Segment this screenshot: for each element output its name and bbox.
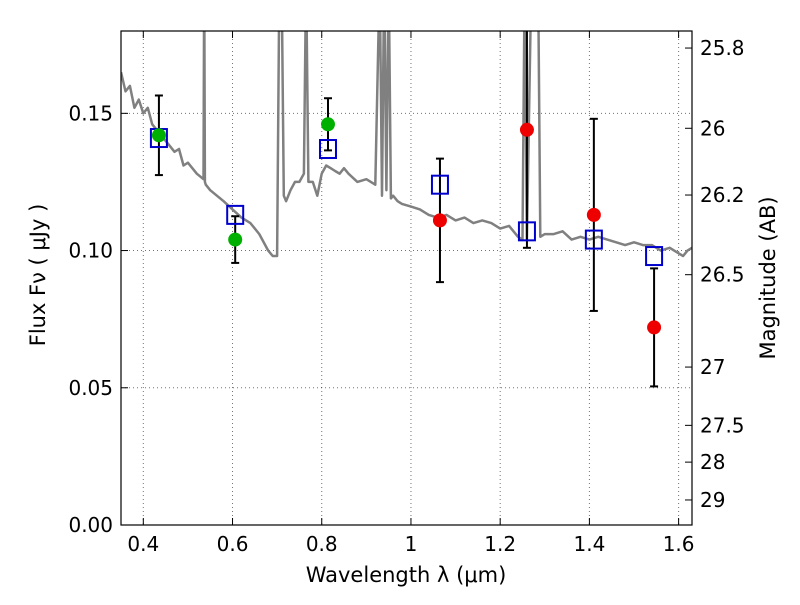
x-tick-label: 1.4 <box>573 532 605 556</box>
optical-data-point <box>151 128 166 143</box>
y-tick-label: 0.00 <box>68 513 113 537</box>
model-photometry-square <box>318 139 337 160</box>
y2-tick-label: 27.5 <box>700 413 745 437</box>
x-tick-label: 1.2 <box>484 532 516 556</box>
model-photometry-square <box>430 174 449 195</box>
grid-layer <box>121 31 692 525</box>
y2-tick-label: 28 <box>700 450 725 474</box>
x-tick-label: 0.8 <box>306 532 338 556</box>
y2-tick-label: 29 <box>700 488 725 512</box>
y-tick-label: 0.15 <box>68 101 113 125</box>
spectrum-layer <box>121 31 692 258</box>
y2-tick-label: 26.5 <box>700 263 745 287</box>
y-tick-label: 0.10 <box>68 239 113 263</box>
y2-tick-label: 27 <box>700 355 725 379</box>
tick-layer: 0.4 0.6 0.8 1 1.2 1.4 1.6 0.00 0.05 0.10 0.15 25.8 2… <box>68 31 745 556</box>
nir-data-point <box>432 213 447 228</box>
y2-tick-label: 26 <box>700 116 725 140</box>
model-photometry-square <box>226 204 245 225</box>
optical-data-point <box>320 117 335 132</box>
x-tick-label: 1 <box>405 532 418 556</box>
y2-tick-label: 25.8 <box>700 36 745 60</box>
y-axis-label: Flux Fν ( μJy ) <box>26 204 50 347</box>
nir-data-point <box>519 122 534 137</box>
y2-axis-label: Magnitude (AB) <box>756 196 780 359</box>
nir-data-point <box>647 320 662 335</box>
x-tick-label: 1.6 <box>663 532 695 556</box>
model-sed-line <box>121 31 692 258</box>
y-tick-label: 0.05 <box>68 376 113 400</box>
y2-tick-label: 26.2 <box>700 183 745 207</box>
points-layer <box>149 31 664 388</box>
model-photometry-square <box>645 246 664 267</box>
x-tick-label: 0.4 <box>127 532 159 556</box>
model-photometry-square <box>584 229 603 250</box>
model-photometry-square <box>517 221 536 242</box>
x-tick-label: 0.6 <box>217 532 249 556</box>
x-axis-label: Wavelength λ (μm) <box>306 563 507 587</box>
plot-frame <box>120 30 693 526</box>
nir-data-point <box>586 207 601 222</box>
optical-data-point <box>228 232 243 247</box>
